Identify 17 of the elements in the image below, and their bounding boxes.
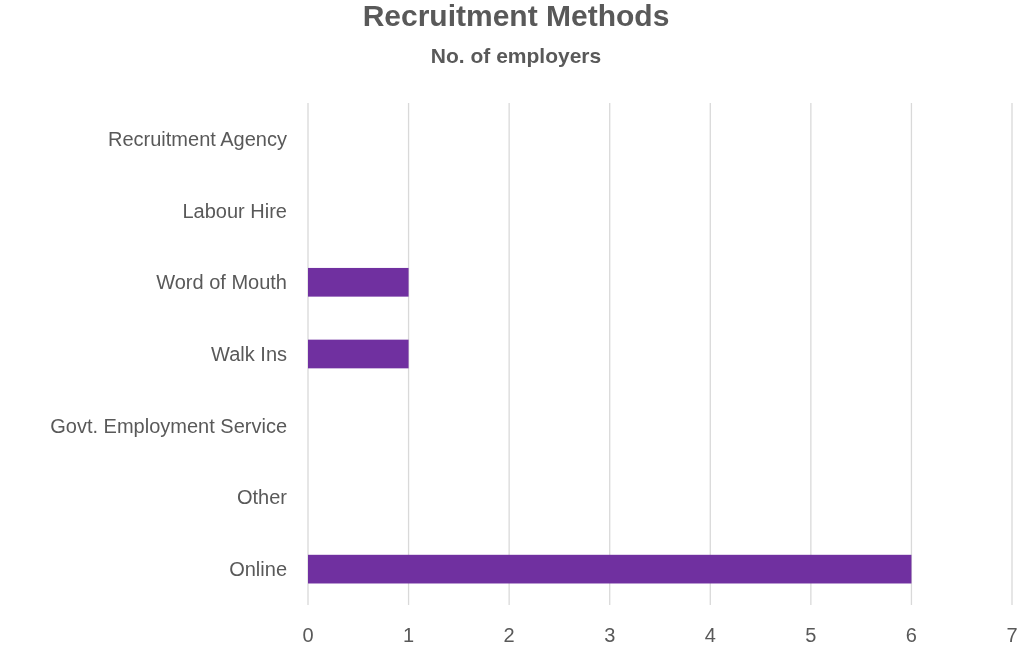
y-tick-label: Other [236,486,288,509]
y-tick-label: Govt. Employment Service [50,414,287,437]
x-tick-label: 2 [503,624,515,645]
x-tick-label: 3 [604,624,616,645]
y-tick-label: Walk Ins [211,343,287,365]
x-tick-label: 4 [704,624,716,645]
chart-title: Recruitment Methods [362,0,670,32]
x-tick-label: 0 [302,624,314,645]
chart-subtitle: No. of employers [430,44,602,67]
x-tick-label: 6 [905,624,917,645]
y-tick-label: Word of Mouth [156,271,287,294]
x-tick-label: 7 [1006,624,1018,645]
y-tick-label: Labour Hire [182,199,287,222]
y-tick-label: Online [229,558,287,581]
x-tick-label: 5 [805,624,817,645]
y-tick-label: Recruitment Agency [108,127,287,150]
x-tick-label: 1 [403,624,415,645]
